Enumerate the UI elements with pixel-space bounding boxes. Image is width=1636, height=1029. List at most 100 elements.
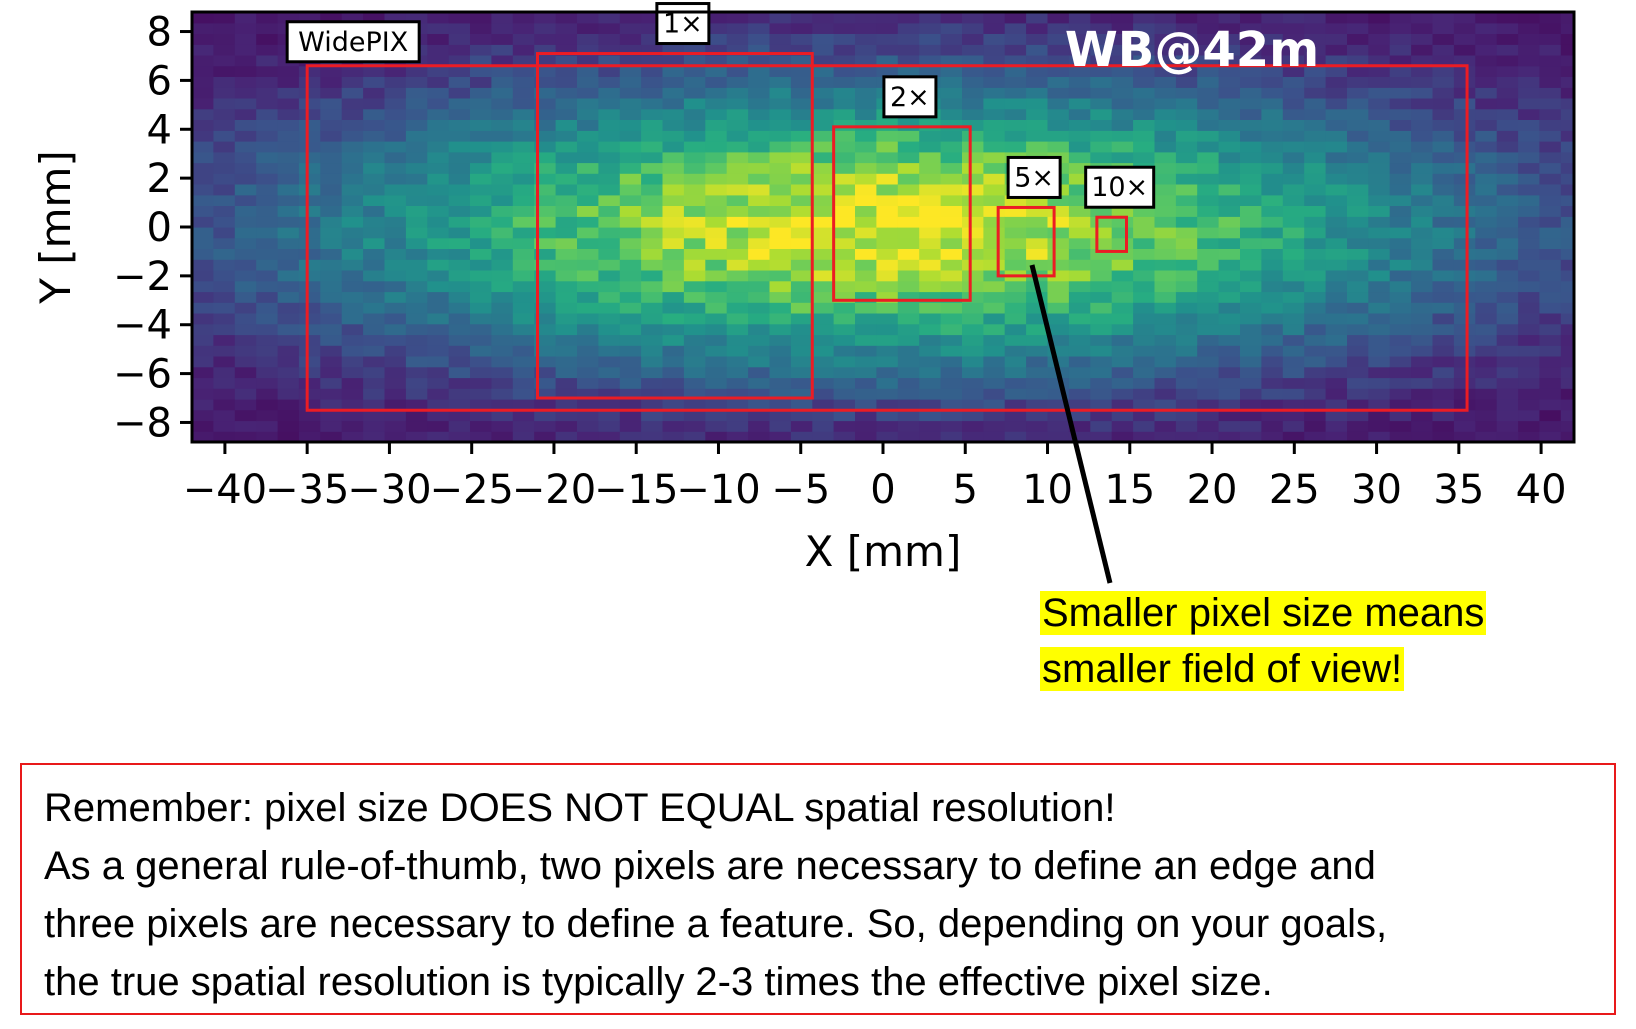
heatmap-cell xyxy=(619,291,642,303)
heatmap-cell xyxy=(812,431,835,442)
heatmap-cell xyxy=(1047,409,1070,422)
heatmap-cell xyxy=(1453,399,1476,411)
heatmap-cell xyxy=(1560,98,1574,110)
heatmap-cell xyxy=(833,205,856,217)
heatmap-cell xyxy=(1026,302,1049,314)
heatmap-cell xyxy=(962,162,984,174)
heatmap-cell xyxy=(534,108,557,120)
heatmap-cell xyxy=(363,302,386,314)
heatmap-cell xyxy=(1282,119,1305,131)
heatmap-cell xyxy=(1154,420,1177,432)
heatmap-cell xyxy=(1496,76,1519,88)
heatmap-cell xyxy=(940,399,963,411)
heatmap-cell xyxy=(577,141,599,153)
heatmap-cell xyxy=(1347,420,1369,432)
heatmap-cell xyxy=(1240,323,1262,336)
heatmap-cell xyxy=(1197,227,1220,239)
heatmap-cell xyxy=(1240,237,1262,249)
heatmap-cell xyxy=(298,65,321,77)
heatmap-cell xyxy=(1026,356,1049,368)
heatmap-cell xyxy=(1090,130,1113,142)
heatmap-cell xyxy=(1347,216,1369,228)
heatmap-cell xyxy=(790,162,813,174)
heatmap-cell xyxy=(748,216,771,228)
heatmap-cell xyxy=(641,345,664,357)
heatmap-cell xyxy=(298,366,321,379)
heatmap-cell xyxy=(1068,119,1091,131)
heatmap-cell xyxy=(769,76,792,88)
heatmap-cell xyxy=(491,173,514,185)
heatmap-cell xyxy=(512,151,535,164)
heatmap-cell xyxy=(1133,44,1156,56)
heatmap-cell xyxy=(256,280,279,293)
heatmap-cell xyxy=(1518,173,1541,185)
heatmap-cell xyxy=(940,313,963,325)
heatmap-cell xyxy=(983,55,1006,67)
heatmap-cell xyxy=(897,399,920,411)
heatmap-cell xyxy=(1389,270,1412,282)
heatmap-cell xyxy=(1240,98,1262,110)
heatmap-cell xyxy=(726,420,749,432)
heatmap-cell xyxy=(812,44,835,56)
heatmap-cell xyxy=(726,87,749,99)
heatmap-cell xyxy=(256,108,279,120)
heatmap-cell xyxy=(962,313,984,325)
heatmap-cell xyxy=(1518,399,1541,411)
heatmap-cell xyxy=(1368,248,1391,260)
heatmap-cell xyxy=(256,184,279,196)
heatmap-cell xyxy=(1047,194,1070,206)
heatmap-cell xyxy=(1218,377,1241,389)
heatmap-cell xyxy=(405,302,428,314)
heatmap-cell xyxy=(470,377,492,389)
heatmap-cell xyxy=(1282,108,1305,120)
heatmap-cell xyxy=(298,194,321,206)
heatmap-cell xyxy=(705,377,728,389)
heatmap-cell xyxy=(769,65,792,77)
heatmap-cell xyxy=(940,237,963,249)
heatmap-cell xyxy=(897,55,920,67)
heatmap-cell xyxy=(1560,280,1574,293)
heatmap-cell xyxy=(662,87,685,99)
heatmap-cell xyxy=(641,108,664,120)
heatmap-cell xyxy=(619,302,642,314)
heatmap-cell xyxy=(1090,227,1113,239)
heatmap-cell xyxy=(1347,377,1369,389)
heatmap-cell xyxy=(534,44,557,56)
heatmap-cell xyxy=(1475,237,1498,249)
heatmap-cell xyxy=(855,205,877,217)
heatmap-cell xyxy=(277,399,300,411)
heatmap-cell xyxy=(298,270,321,282)
heatmap-cell xyxy=(234,65,257,77)
heatmap-cell xyxy=(1453,119,1476,131)
heatmap-cell xyxy=(1304,151,1327,164)
heatmap-cell xyxy=(919,237,942,249)
heatmap-cell xyxy=(790,108,813,120)
heatmap-cell xyxy=(1154,334,1177,346)
heatmap-cell xyxy=(983,65,1006,77)
heatmap-cell xyxy=(1218,162,1241,174)
heatmap-cell xyxy=(983,216,1006,228)
heatmap-cell xyxy=(213,184,236,196)
heatmap-cell xyxy=(448,377,471,389)
heatmap-cell xyxy=(1411,388,1434,400)
heatmap-cell xyxy=(1304,248,1327,260)
heatmap-cell xyxy=(577,119,599,131)
heatmap-cell xyxy=(427,141,450,153)
heatmap-cell xyxy=(919,420,942,432)
heatmap-cell xyxy=(1197,119,1220,131)
heatmap-cell xyxy=(277,162,300,174)
heatmap-cell xyxy=(1026,108,1049,120)
heatmap-cell xyxy=(1240,184,1262,196)
heatmap-cell xyxy=(683,270,706,282)
heatmap-cell xyxy=(876,162,899,174)
heatmap-cell xyxy=(1047,108,1070,120)
heatmap-cell xyxy=(790,345,813,357)
heatmap-cell xyxy=(1518,205,1541,217)
heatmap-cell xyxy=(876,237,899,249)
heatmap-cell xyxy=(641,366,664,379)
heatmap-cell xyxy=(1347,270,1369,282)
heatmap-cell xyxy=(1368,194,1391,206)
heatmap-cell xyxy=(833,237,856,249)
heatmap-cell xyxy=(812,22,835,34)
heatmap-cell xyxy=(341,12,364,24)
